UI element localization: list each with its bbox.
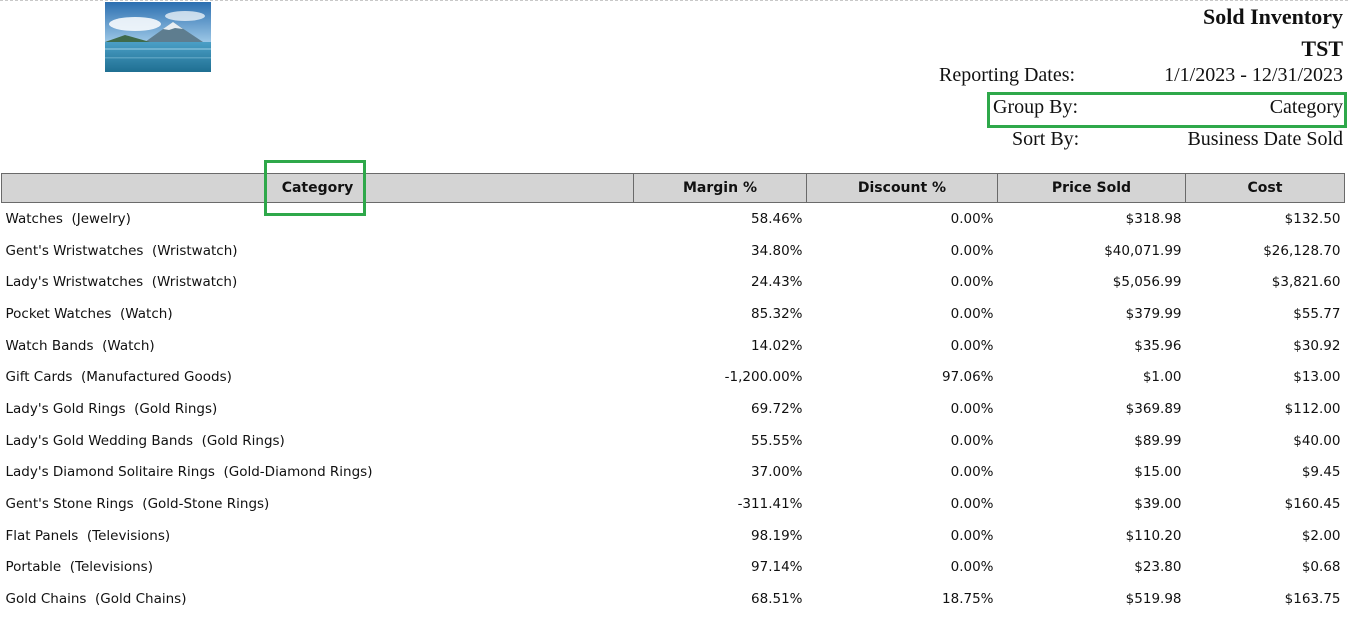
group-by-label: Group By: <box>993 96 1078 118</box>
price-sold-cell: $318.98 <box>1125 210 1182 227</box>
category-cell: Gent's Wristwatches (Wristwatch) <box>5 242 238 259</box>
category-header-highlight-box <box>264 160 366 216</box>
discount-cell: 0.00% <box>950 559 994 576</box>
category-cell: Lady's Gold Rings (Gold Rings) <box>5 400 218 417</box>
discount-cell: 18.75% <box>942 591 994 608</box>
column-header-discount[interactable]: Discount % <box>806 173 998 203</box>
group-by-highlight-box <box>987 92 1347 128</box>
category-cell: Lady's Diamond Solitaire Rings (Gold-Dia… <box>5 464 373 481</box>
cost-cell: $0.68 <box>1301 559 1341 576</box>
margin-cell: 98.19% <box>751 527 803 544</box>
discount-cell: 97.06% <box>942 369 994 386</box>
table-row: Gent's Stone Rings (Gold-Stone Rings) -31… <box>2 488 1345 520</box>
discount-cell: 0.00% <box>950 464 994 481</box>
price-sold-cell: $519.98 <box>1125 591 1182 608</box>
price-sold-cell: $35.96 <box>1134 337 1182 354</box>
discount-cell: 0.00% <box>950 337 994 354</box>
cost-cell: $30.92 <box>1293 337 1341 354</box>
cost-cell: $2.00 <box>1301 527 1341 544</box>
discount-cell: 0.00% <box>950 274 994 291</box>
column-header-price-sold[interactable]: Price Sold <box>997 173 1186 203</box>
cost-cell: $9.45 <box>1301 464 1341 481</box>
margin-cell: 37.00% <box>751 464 803 481</box>
category-cell: Portable (Televisions) <box>5 559 153 576</box>
cost-cell: $55.77 <box>1293 305 1341 322</box>
margin-cell: 24.43% <box>751 274 803 291</box>
price-sold-cell: $23.80 <box>1134 559 1182 576</box>
discount-cell: 0.00% <box>950 210 994 227</box>
cost-cell: $3,821.60 <box>1271 274 1341 291</box>
company-logo <box>105 2 211 72</box>
margin-cell: 58.46% <box>751 210 803 227</box>
margin-cell: 97.14% <box>751 559 803 576</box>
margin-cell: 68.51% <box>751 591 803 608</box>
discount-cell: 0.00% <box>950 242 994 259</box>
category-cell: Pocket Watches (Watch) <box>5 305 173 322</box>
cost-cell: $13.00 <box>1293 369 1341 386</box>
table-row: Watches (Jewelry) 58.46% 0.00% $318.98 $132.… <box>2 203 1345 235</box>
column-header-cost[interactable]: Cost <box>1185 173 1345 203</box>
margin-cell: -311.41% <box>737 496 803 513</box>
reporting-dates-value: 1/1/2023 - 12/31/2023 <box>1164 64 1343 86</box>
page-top-border <box>0 0 1348 1</box>
discount-cell: 0.00% <box>950 400 994 417</box>
price-sold-cell: $15.00 <box>1134 464 1182 481</box>
discount-cell: 0.00% <box>950 527 994 544</box>
price-sold-cell: $1.00 <box>1142 369 1182 386</box>
category-cell: Lady's Gold Wedding Bands (Gold Rings) <box>5 432 285 449</box>
category-cell: Watch Bands (Watch) <box>5 337 155 354</box>
table-row: Gift Cards (Manufactured Goods) -1,200.00… <box>2 361 1345 393</box>
margin-cell: 85.32% <box>751 305 803 322</box>
group-by-value: Category <box>1269 96 1343 118</box>
margin-cell: 14.02% <box>751 337 803 354</box>
table-row: Lady's Gold Wedding Bands (Gold Rings) 55… <box>2 425 1345 457</box>
price-sold-cell: $89.99 <box>1134 432 1182 449</box>
category-cell: Gent's Stone Rings (Gold-Stone Rings) <box>5 496 270 513</box>
table-row: Lady's Gold Rings (Gold Rings) 69.72% 0.00… <box>2 393 1345 425</box>
cost-cell: $160.45 <box>1284 496 1341 513</box>
discount-cell: 0.00% <box>950 432 994 449</box>
category-cell: Gift Cards (Manufactured Goods) <box>5 369 232 386</box>
column-header-category[interactable]: Category <box>1 173 634 203</box>
table-row: Gent's Wristwatches (Wristwatch) 34.80% 0.… <box>2 235 1345 267</box>
report-subtitle: TST <box>1301 36 1343 61</box>
table-row: Watch Bands (Watch) 14.02% 0.00% $35.96 $30.… <box>2 330 1345 362</box>
price-sold-cell: $379.99 <box>1125 305 1182 322</box>
margin-cell: -1,200.00% <box>724 369 803 386</box>
table-row: Lady's Wristwatches (Wristwatch) 24.43% 0.… <box>2 266 1345 298</box>
discount-cell: 0.00% <box>950 496 994 513</box>
price-sold-cell: $110.20 <box>1125 527 1182 544</box>
margin-cell: 34.80% <box>751 242 803 259</box>
cost-cell: $40.00 <box>1293 432 1341 449</box>
table-row: Pocket Watches (Watch) 85.32% 0.00% $379.99… <box>2 298 1345 330</box>
table-row: Flat Panels (Televisions) 98.19% 0.00% $110… <box>2 520 1345 552</box>
cost-cell: $163.75 <box>1284 591 1341 608</box>
category-cell: Watches (Jewelry) <box>5 210 131 227</box>
table-header-row: Category Margin % Discount % Price Sold … <box>1 173 1345 203</box>
margin-cell: 69.72% <box>751 400 803 417</box>
table-row: Gold Chains (Gold Chains) 68.51% 18.75% $51… <box>2 583 1345 615</box>
margin-cell: 55.55% <box>751 432 803 449</box>
sort-by-label: Sort By: <box>1012 128 1080 150</box>
sold-inventory-table: Category Margin % Discount % Price Sold … <box>1 173 1345 615</box>
category-cell: Gold Chains (Gold Chains) <box>5 591 187 608</box>
discount-cell: 0.00% <box>950 305 994 322</box>
cost-cell: $26,128.70 <box>1263 242 1341 259</box>
sort-by-value: Business Date Sold <box>1187 128 1343 150</box>
category-cell: Lady's Wristwatches (Wristwatch) <box>5 274 238 291</box>
price-sold-cell: $369.89 <box>1125 400 1182 417</box>
reporting-dates-label: Reporting Dates: <box>939 64 1076 86</box>
table-row: Lady's Diamond Solitaire Rings (Gold-Dia… <box>2 457 1345 489</box>
price-sold-cell: $39.00 <box>1134 496 1182 513</box>
cost-cell: $112.00 <box>1284 400 1341 417</box>
price-sold-cell: $5,056.99 <box>1112 274 1182 291</box>
cost-cell: $132.50 <box>1284 210 1341 227</box>
column-header-margin[interactable]: Margin % <box>633 173 807 203</box>
report-title: Sold Inventory <box>1203 4 1343 29</box>
category-cell: Flat Panels (Televisions) <box>5 527 171 544</box>
table-row: Portable (Televisions) 97.14% 0.00% $23.80 $… <box>2 552 1345 584</box>
price-sold-cell: $40,071.99 <box>1104 242 1182 259</box>
